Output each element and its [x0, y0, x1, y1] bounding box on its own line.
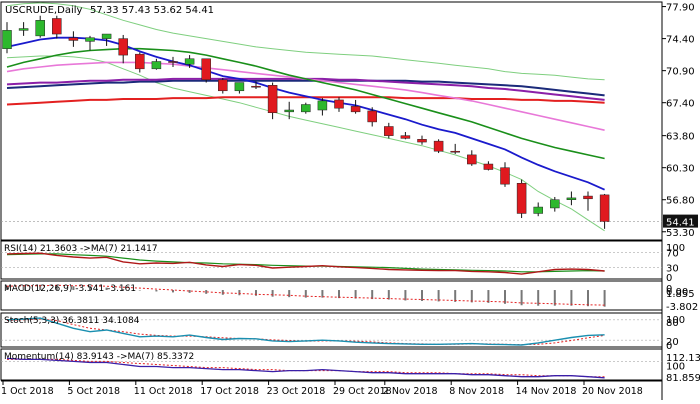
candle-down	[267, 85, 278, 114]
candle-down	[450, 150, 460, 153]
candle-down	[467, 154, 477, 165]
chart-ohlc: 57.33 57.43 53.62 54.41	[90, 5, 214, 16]
indicator-tick-label: 30	[666, 264, 679, 275]
indicator-tick-label: 20	[666, 337, 679, 348]
candle-down	[168, 61, 178, 63]
ma-line-navy	[6, 79, 605, 97]
stochastic-pane-frame	[0, 312, 663, 348]
indicator-tick-label: 80	[666, 318, 679, 329]
indicator-tick-label: 70	[666, 248, 679, 259]
candle-down	[417, 139, 427, 143]
indicator-label: RSI(14) 21.3603 ->MA(7) 21.1417	[4, 244, 158, 254]
price-tick-label: 53.30	[666, 228, 695, 239]
price-tick-label: 63.80	[666, 132, 695, 143]
candle-down	[516, 182, 527, 214]
candle-down	[118, 38, 128, 56]
indicator-tick-label: 1.855	[666, 289, 695, 300]
current-price-tag	[663, 214, 698, 228]
candle-down	[500, 167, 510, 185]
ma-line-green	[6, 47, 605, 160]
price-tick-label: 70.90	[666, 67, 695, 78]
candle-up	[35, 20, 45, 37]
candle-up	[18, 28, 29, 31]
rsi-line	[6, 252, 605, 275]
candle-down	[384, 126, 394, 136]
indicator-tick-label: 0.00	[666, 287, 688, 298]
candle-up	[234, 82, 245, 92]
date-tick-label: 17 Oct 2018	[200, 386, 259, 397]
current-price-label: 54.41	[666, 218, 695, 229]
date-tick-label: 11 Oct 2018	[134, 386, 193, 397]
candle-down	[400, 135, 411, 139]
candle-down	[52, 18, 62, 35]
date-tick-label: 2 Nov 2018	[383, 386, 438, 397]
candle-up	[101, 33, 112, 39]
indicator-label: MACD(12,26,9) -3.541 -3.161	[4, 284, 136, 294]
indicator-tick-label: 100	[666, 361, 685, 372]
candle-down	[334, 99, 344, 109]
indicator-tick-label: 0	[666, 273, 672, 284]
date-tick-label: 5 Oct 2018	[67, 386, 120, 397]
indicator-tick-label: 0	[666, 341, 672, 352]
rsi-pane-frame	[0, 240, 663, 280]
candle-up	[550, 199, 560, 209]
indicator-tick-label: 0	[666, 284, 672, 295]
candle-down	[483, 163, 494, 170]
indicator-label: Stoch(5,3,3) 36.3811 34.1084	[4, 316, 140, 326]
date-tick-label: 23 Oct 2018	[267, 386, 326, 397]
candle-down	[583, 195, 593, 200]
price-tick-label: 74.40	[666, 35, 695, 46]
candle-up	[85, 37, 95, 42]
indicator-tick-label: 81.8593	[666, 373, 700, 384]
candle-up	[533, 206, 543, 214]
momentum-pane-frame	[0, 348, 663, 381]
macd-pane-frame	[0, 280, 663, 311]
price-tick-label: 60.30	[666, 164, 695, 175]
date-tick-label: 1 Oct 2018	[1, 386, 54, 397]
date-tick-label: 29 Oct 2018	[333, 386, 392, 397]
price-axis: 77.90 74.40 70.90 67.40 63.80 60.30 56.80 53.30…	[1, 3, 698, 239]
candle-up	[151, 61, 162, 70]
date-tick-label: 20 Nov 2018	[582, 386, 643, 397]
candle-down	[218, 79, 228, 92]
candle-down	[350, 106, 361, 113]
indicator-label: Momentum(14) 83.9143 ->MA(7) 85.3372	[4, 352, 194, 362]
chart-symbol: USCRUDE,Daily	[5, 5, 82, 16]
candle-down	[599, 194, 610, 222]
candle-down	[367, 110, 377, 123]
candle-up	[301, 104, 311, 113]
candle-down	[135, 53, 145, 70]
momentum-line	[6, 357, 605, 379]
indicator-tick-label: 100	[666, 315, 685, 326]
candle-up	[566, 197, 577, 200]
candlesticks	[2, 15, 610, 229]
momentum-pane: 112.13310081.8593 Momentum(14) 83.9143 ->…	[0, 348, 700, 384]
indicator-tick-label: -3.802	[666, 302, 698, 313]
date-tick-label: 14 Nov 2018	[516, 386, 577, 397]
price-tick-label: 77.90	[666, 3, 695, 14]
price-tick-label: 67.40	[666, 99, 695, 110]
candle-up	[2, 30, 12, 49]
indicator-tick-label: 100	[666, 243, 685, 254]
bollinger-upper	[6, 2, 605, 81]
stoch-k-line	[6, 317, 605, 346]
candle-down	[433, 140, 444, 152]
candle-down	[201, 58, 211, 81]
price-tick-label: 56.80	[666, 196, 695, 207]
candle-down	[68, 37, 79, 41]
date-axis: 1 Oct 2018 5 Oct 2018 11 Oct 2018 17 Oct 20…	[1, 380, 662, 397]
candle-up	[317, 100, 328, 111]
candle-down	[251, 85, 261, 88]
candle-up	[284, 109, 294, 113]
candle-up	[184, 58, 195, 65]
date-tick-label: 8 Nov 2018	[449, 386, 504, 397]
indicator-tick-label: 112.133	[666, 353, 700, 364]
